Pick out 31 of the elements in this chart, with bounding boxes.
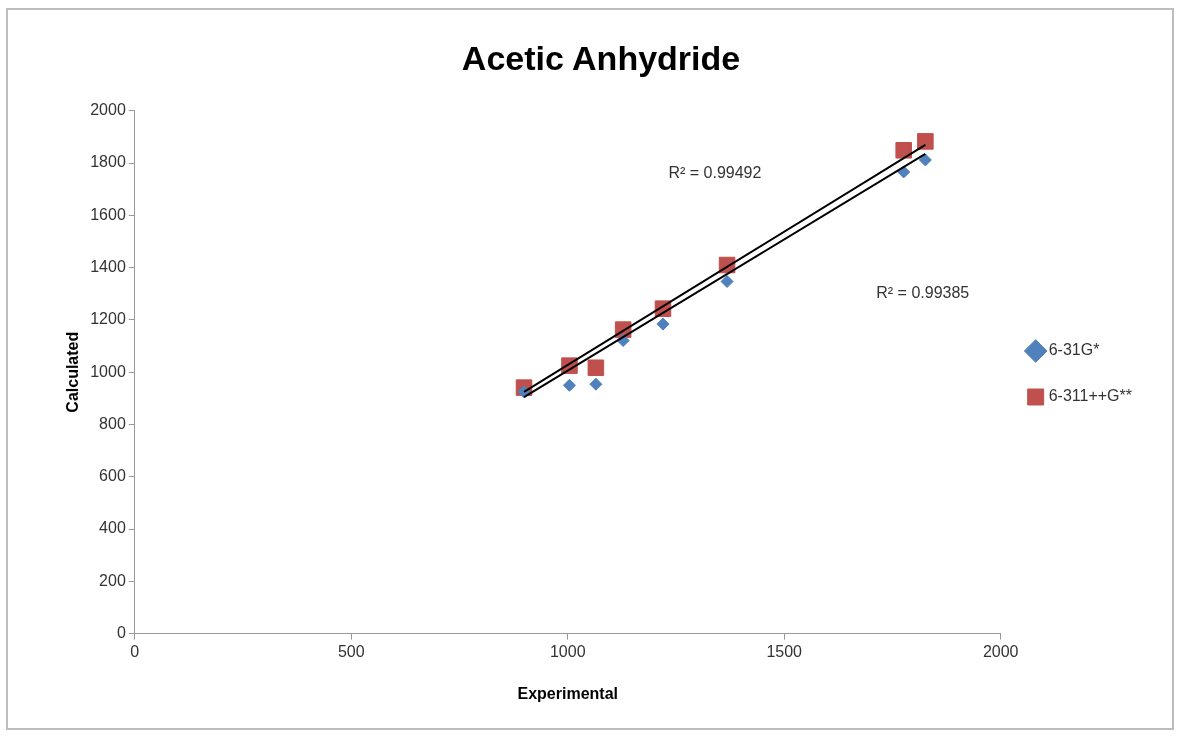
- point: [562, 378, 576, 392]
- point: [656, 317, 670, 331]
- x-tick-label: 1000: [549, 642, 586, 660]
- y-tick-label: 2000: [90, 101, 126, 119]
- y-tick-label: 1600: [90, 205, 126, 223]
- annotation: R² = 0.99385: [876, 284, 970, 302]
- y-tick-label: 1800: [90, 153, 126, 171]
- point: [589, 377, 603, 391]
- y-tick-label: 1400: [90, 258, 126, 276]
- x-axis-title: Experimental: [517, 684, 618, 702]
- point: [895, 141, 912, 159]
- y-tick-label: 200: [99, 571, 126, 589]
- x-tick-label: 2000: [982, 642, 1019, 660]
- legend-label: 6-311++G**: [1048, 387, 1133, 405]
- y-tick-label: 800: [99, 414, 126, 432]
- x-tick-label: 1500: [766, 642, 803, 660]
- point: [917, 133, 934, 150]
- y-axis-title: Calculated: [64, 331, 82, 413]
- y-tick-label: 600: [99, 467, 126, 485]
- chart-title: Acetic Anhydride: [461, 38, 741, 77]
- x-tick-label: 0: [130, 642, 140, 660]
- y-tick-label: 1000: [90, 362, 126, 380]
- y-tick-label: 1200: [90, 310, 126, 328]
- y-tick-label: 400: [99, 519, 126, 537]
- legend-label: 6-31G*: [1048, 341, 1100, 359]
- point: [918, 153, 932, 167]
- y-tick-label: 0: [116, 624, 126, 642]
- point: [587, 359, 605, 377]
- point: [720, 274, 734, 288]
- x-tick-label: 500: [337, 642, 365, 660]
- annotation: R² = 0.99492: [668, 163, 762, 181]
